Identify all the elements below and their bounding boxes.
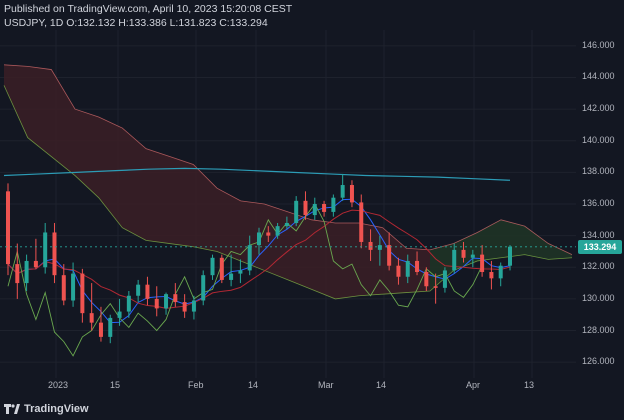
chikou-line [7,203,483,357]
ichimoku-cloud [3,64,573,300]
kijun-line [7,209,511,309]
symbol-ohlc-text: USDJPY, 1D O:132.132 H:133.386 L:131.823… [4,17,268,29]
candle-body [498,265,503,279]
candle-body [108,317,113,337]
brand-name: TradingView [24,403,89,415]
price-axis[interactable]: 146.000 144.000 142.000 140.000 138.000 136.0… [576,30,624,378]
candle-body [229,273,234,280]
long-moving-average-line [3,167,511,181]
candle-body [43,232,48,268]
senkou-b-line [3,85,573,300]
candle-body [480,254,485,273]
candle-body [349,185,354,203]
grid-lines [0,30,576,378]
published-text: Published on TradingView.com, April 10, … [4,3,293,15]
candle-body [368,241,373,250]
price-tick-label: 136.000 [582,198,615,208]
candle-body [461,249,466,258]
candle-body [284,222,289,227]
candle-body [164,294,169,309]
candle-body [322,204,327,212]
candle-body [396,265,401,277]
candle-body [415,260,420,273]
candle-body [201,275,206,301]
time-tick-label: Feb [188,380,204,390]
tradingview-logo-icon [4,404,20,414]
candle-body [312,204,317,216]
candle-body [15,264,20,284]
candle-body [275,226,280,236]
price-tick-label: 132.000 [582,261,615,272]
price-tick-label: 142.000 [582,103,615,114]
candle-body [52,232,57,276]
candle-body [219,257,224,280]
cloud-bullish [430,219,572,291]
candle-body [89,313,94,323]
cloud-bearish [4,64,430,299]
price-tick-label: 134.000 [582,229,615,240]
candle-body [24,260,29,284]
candle-body [331,197,336,212]
time-axis[interactable]: 2023 15 Feb 14 Mar 14 Apr 13 [0,380,576,396]
candle-body [377,245,382,250]
senkou-a-line [3,64,573,255]
candle-body [145,284,150,299]
candle-body [210,257,215,276]
candle-body [294,200,299,223]
tradingview-logo: TradingView [4,401,89,417]
candle-body [433,286,438,288]
candles [0,173,576,344]
candle-body [257,232,261,246]
candle-body [452,249,457,271]
candle-body [489,272,494,279]
price-tick-label: 130.000 [582,292,615,303]
candle-body [71,273,76,301]
time-tick-label: 15 [110,380,121,390]
time-tick-label: Mar [318,380,334,390]
time-tick-label: 2023 [48,380,69,390]
time-tick-label: Apr [466,380,481,390]
candle-body [247,245,252,271]
price-tick-label: 140.000 [582,134,615,145]
candle-body [424,272,429,287]
candle-body [182,302,187,312]
price-tick-label: 146.000 [582,39,615,50]
time-tick-label: 13 [524,380,535,390]
candle-body [266,232,271,236]
candle-body [117,311,122,318]
last-price-badge: 133.294 [578,239,622,254]
time-tick-label: 14 [376,380,387,390]
candle-body [442,270,447,288]
candle-body [191,300,196,312]
candle-body [126,295,131,312]
candle-body [387,245,392,266]
candle-body [154,298,159,309]
candle-body [303,200,308,216]
candle-body [80,273,85,314]
time-tick-label: 14 [248,380,259,390]
candle-body [340,185,345,198]
candle-body [470,254,475,258]
candle-body [238,270,243,274]
candle-body [359,202,364,242]
price-tick-label: 128.000 [582,324,615,335]
candle-body [136,284,141,296]
price-tick-label: 144.000 [582,71,615,82]
candle-body [61,275,66,301]
candle-body [405,260,410,277]
candle-body [173,294,178,303]
chart-header: Published on TradingView.com, April 10, … [4,2,604,30]
candle-body [33,260,38,268]
candle-body [98,322,103,337]
price-tick-label: 126.000 [582,356,615,367]
price-chart[interactable] [0,30,624,378]
candle-body [6,191,10,265]
candle-body [508,246,512,266]
price-tick-label: 138.000 [582,166,615,177]
